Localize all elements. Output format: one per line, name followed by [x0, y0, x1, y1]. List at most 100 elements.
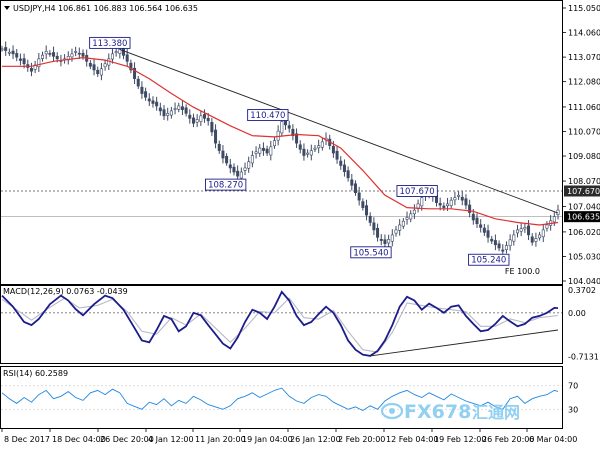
macd-layer	[1, 290, 559, 357]
x-tick-label: 26 Feb 20:00	[482, 435, 534, 444]
ohlc-readout: 106.861 106.883 106.564 106.635	[58, 4, 198, 13]
candle-body	[475, 217, 479, 225]
rsi-layer	[1, 387, 559, 412]
candle-body	[468, 204, 472, 213]
candle-body	[368, 215, 372, 223]
x-tick-label: 19 Feb 12:00	[434, 435, 486, 444]
candle-body	[350, 179, 354, 186]
rsi-y-tick-label: 70	[568, 382, 578, 391]
candle-body	[258, 147, 262, 154]
candle-body	[276, 130, 280, 141]
macd-y-tick-label: 0.00	[568, 309, 586, 318]
candle-body	[449, 199, 453, 206]
candle-body	[96, 69, 100, 75]
candle-body	[501, 249, 505, 252]
candle-body	[236, 170, 240, 177]
candle-body	[188, 114, 192, 119]
candle-body	[335, 150, 339, 160]
annotation-label: 113.380	[92, 39, 127, 49]
candle-body	[527, 225, 531, 236]
candle-body	[269, 146, 273, 156]
rsi-title: RSI(14) 60.2589	[3, 369, 68, 378]
candle-body	[15, 53, 19, 58]
candle-body	[552, 216, 556, 223]
candle-body	[493, 240, 497, 246]
x-tick-label: 11 Jan 20:00	[195, 435, 246, 444]
candle-body	[70, 53, 74, 58]
candle-body	[18, 58, 22, 61]
candle-body	[166, 113, 170, 116]
candle-body	[401, 220, 405, 227]
candle-body	[180, 106, 184, 110]
candle-body	[122, 48, 126, 56]
y-axis-labels: 115.050 114.060 113.070 112.080 111.060 110.0…	[562, 4, 600, 414]
candle-body	[453, 197, 457, 201]
annotation-label: 107.670	[400, 187, 435, 197]
candle-body	[342, 164, 346, 172]
candle-body	[140, 86, 144, 94]
price-trendline-layer	[119, 48, 559, 214]
candle-body	[376, 227, 380, 238]
candle-body	[133, 67, 137, 79]
candle-body	[217, 143, 221, 151]
candle-body	[361, 201, 365, 208]
candle-body	[295, 133, 299, 144]
candle-body	[114, 51, 118, 53]
reference-lines	[1, 190, 562, 410]
y-tick-label: 115.050	[568, 4, 600, 13]
candle-body	[261, 147, 265, 151]
candle-body	[48, 53, 52, 55]
candle-body	[339, 160, 343, 166]
candle-body	[4, 47, 8, 51]
candle-body	[203, 114, 207, 119]
candle-body	[265, 148, 269, 154]
candle-body	[398, 224, 402, 231]
current-price-axis-label: 106.635	[567, 213, 600, 222]
candle-body	[74, 51, 78, 53]
candle-body	[409, 213, 413, 220]
y-tick-label: 112.080	[568, 78, 600, 87]
candle-body	[394, 229, 398, 234]
candle-body	[247, 161, 251, 169]
candle-body	[158, 107, 162, 112]
candle-body	[11, 50, 15, 55]
x-tick-label: 2 Feb 20:00	[338, 435, 385, 444]
candle-body	[29, 68, 33, 72]
annotation-box	[350, 246, 392, 259]
candle-body	[512, 234, 516, 242]
candle-body	[177, 105, 181, 110]
candle-body	[280, 121, 284, 134]
candle-body	[144, 91, 148, 98]
triangle-down-icon[interactable]	[4, 6, 10, 10]
candle-body	[534, 238, 538, 242]
candle-body	[530, 236, 534, 243]
candle-body	[147, 98, 151, 102]
candle-body	[412, 209, 416, 215]
moving-average-layer	[2, 56, 559, 226]
y-tick-label: 106.020	[568, 228, 600, 237]
candle-body	[302, 148, 306, 156]
candle-body	[155, 101, 159, 107]
annotation-box	[205, 178, 247, 191]
candle-body	[92, 64, 96, 71]
y-tick-label: 110.070	[568, 127, 600, 136]
candle-body	[313, 147, 317, 150]
annotation-label: 105.540	[353, 248, 388, 258]
macd-trendline	[370, 329, 559, 357]
candle-body	[41, 54, 45, 59]
candle-body	[254, 151, 258, 154]
candle-body	[320, 141, 324, 148]
candle-body	[199, 115, 203, 122]
candle-body	[387, 239, 391, 244]
candle-body	[81, 52, 85, 57]
candle-body	[173, 108, 177, 110]
candle-body	[272, 140, 276, 147]
macd-y-tick-label: 0.3702	[568, 286, 596, 295]
price-annotations: 113.380 110.470 108.270 107.670 105.540 105.2…	[89, 36, 510, 266]
x-tick-label: 6 Mar 04:00	[529, 435, 577, 444]
candle-body	[77, 52, 81, 55]
annotation-box	[396, 185, 438, 197]
candle-body	[317, 145, 321, 149]
rsi-y-tick-label: 30	[568, 405, 578, 414]
candle-body	[55, 55, 59, 60]
